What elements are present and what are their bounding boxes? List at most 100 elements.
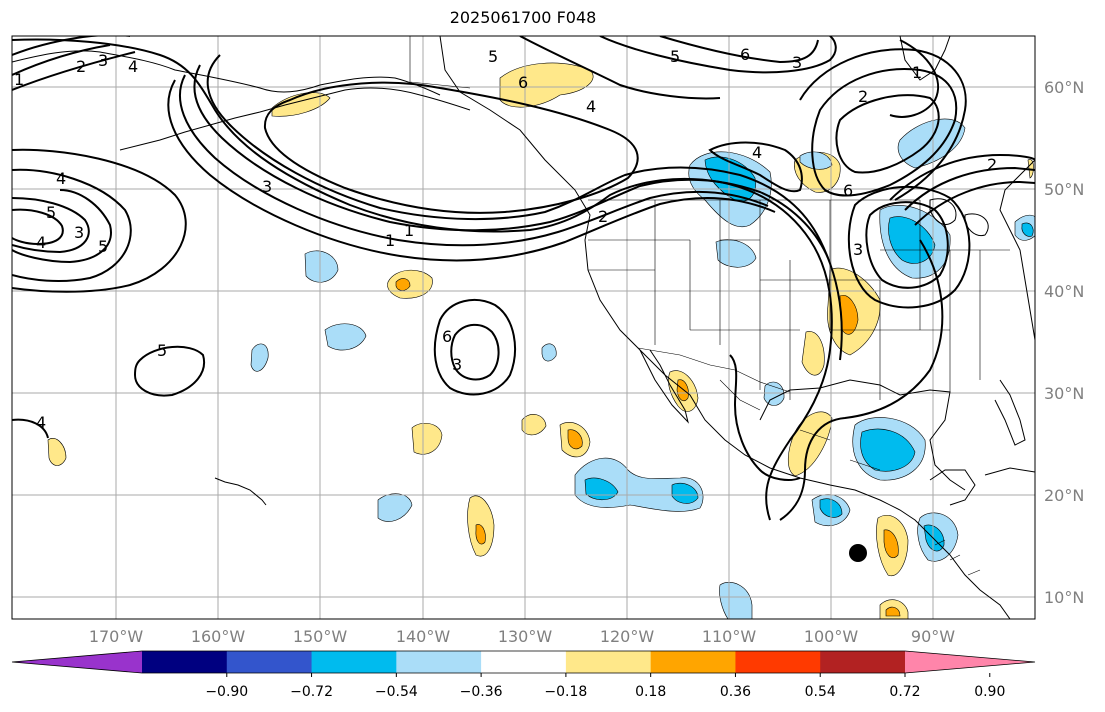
colorbar-swatch xyxy=(396,651,482,673)
coastline-gulf xyxy=(759,379,966,491)
contour-line xyxy=(263,81,639,214)
contour-line xyxy=(133,345,206,397)
shade-patch xyxy=(883,529,899,559)
colorbar-label: −0.18 xyxy=(544,684,587,700)
contour-label: 4 xyxy=(586,97,596,116)
contour-line xyxy=(659,36,819,64)
contour-label: 3 xyxy=(792,53,802,72)
contour-line xyxy=(865,201,949,289)
shade-patch xyxy=(47,438,67,466)
contour-label: 3 xyxy=(452,355,462,374)
colorbar-label: 0.18 xyxy=(635,684,666,700)
contour-label: 4 xyxy=(36,413,46,432)
contour-label: 4 xyxy=(56,169,66,188)
contour-label: 6 xyxy=(740,45,750,64)
contour-label: 1 xyxy=(385,231,395,250)
colorbar-swatch xyxy=(311,651,397,673)
contour-label: 2 xyxy=(858,87,868,106)
shade-patch xyxy=(719,582,753,619)
contour-label: 3 xyxy=(98,51,108,70)
contour-line xyxy=(708,141,803,193)
colorbar-label: 0.90 xyxy=(974,684,1005,700)
colorbar-extend-max xyxy=(905,651,1035,673)
shade-patch xyxy=(324,323,367,351)
lon-tick-label: 150°W xyxy=(293,627,348,646)
lon-tick-label: 120°W xyxy=(600,627,655,646)
contours xyxy=(12,36,1035,521)
contour-label: 5 xyxy=(488,47,498,66)
contour-label: 3 xyxy=(853,240,863,259)
colorbar-label: −0.72 xyxy=(290,684,333,700)
colorbar-extend-min xyxy=(12,651,142,673)
shade-patch xyxy=(250,343,269,372)
colorbar-swatch xyxy=(820,651,906,673)
border-alaska-canada xyxy=(409,36,471,89)
shade-patch xyxy=(567,429,583,450)
contour-line xyxy=(847,185,971,309)
colorbar-swatch xyxy=(142,651,228,673)
shade-patch xyxy=(377,493,413,522)
colorbar-swatch xyxy=(650,651,736,673)
colorbar-label: 0.72 xyxy=(889,684,920,700)
lon-tick-label: 110°W xyxy=(702,627,757,646)
coastline-aleutians xyxy=(119,104,286,151)
lat-tick-label: 40°N xyxy=(1044,282,1084,301)
coastline-alaska-south xyxy=(284,87,471,111)
colorbar-swatch xyxy=(735,651,821,673)
contour-label: 1 xyxy=(912,63,922,82)
contour-line xyxy=(12,208,64,246)
lat-tick-label: 20°N xyxy=(1044,486,1084,505)
shade-patch xyxy=(671,482,699,504)
contour-line xyxy=(12,197,90,254)
coastline-florida xyxy=(994,379,1026,446)
lat-tick-label: 10°N xyxy=(1044,588,1084,607)
colorbar-label: 0.36 xyxy=(720,684,751,700)
colorbar-swatch xyxy=(226,651,313,673)
contour-line xyxy=(835,94,940,174)
shade-patch xyxy=(897,118,966,169)
shade-patch xyxy=(475,524,486,545)
shade-patch xyxy=(839,294,859,335)
contour-label: 6 xyxy=(843,181,853,200)
border-central-america xyxy=(934,539,981,576)
coastline-north-america xyxy=(439,36,1011,619)
location-marker-dot xyxy=(849,544,867,562)
shade-patch xyxy=(763,381,785,406)
coastline-yucatan xyxy=(929,469,976,506)
shade-patch xyxy=(885,606,901,617)
contour-label: 2 xyxy=(76,57,86,76)
lat-tick-label: 30°N xyxy=(1044,384,1084,403)
shade-patch xyxy=(584,477,619,501)
lon-tick-label: 100°W xyxy=(804,627,859,646)
lat-tick-labels: 60°N 50°N 40°N 30°N 20°N 10°N xyxy=(1044,78,1084,607)
contour-label: 5 xyxy=(670,47,680,66)
contour-label: 6 xyxy=(442,327,452,346)
lon-tick-label: 140°W xyxy=(396,627,451,646)
colorbar-swatch xyxy=(565,651,652,673)
colorbar-label: 0.54 xyxy=(805,684,836,700)
contour-line xyxy=(889,153,1035,226)
contour-labels: 1 2 3 4 5 6 4 5 6 3 2 1 4 6 3 2 3 1 1 2 … xyxy=(14,45,997,432)
lon-tick-label: 90°W xyxy=(911,627,955,646)
colorbar-label: −0.54 xyxy=(375,684,418,700)
contour-line xyxy=(178,74,769,247)
contour-label: 4 xyxy=(752,143,762,162)
shade-patch xyxy=(676,379,689,402)
shade-patch xyxy=(541,343,557,362)
contour-line xyxy=(799,48,967,201)
lat-tick-label: 50°N xyxy=(1044,180,1084,199)
plot-title: 2025061700 F048 xyxy=(449,8,597,27)
contour-label: 5 xyxy=(98,237,108,256)
shade-patch xyxy=(888,216,936,264)
contour-line xyxy=(193,64,829,259)
contour-label: 1 xyxy=(404,221,414,240)
colorbar-label: −0.36 xyxy=(460,684,503,700)
shade-patch xyxy=(395,278,411,291)
contour-line xyxy=(450,323,500,381)
contour-label: 6 xyxy=(518,73,528,92)
contour-line xyxy=(519,36,837,100)
lat-tick-label: 60°N xyxy=(1044,78,1084,97)
contour-line xyxy=(889,39,940,118)
shade-patch xyxy=(411,422,443,455)
